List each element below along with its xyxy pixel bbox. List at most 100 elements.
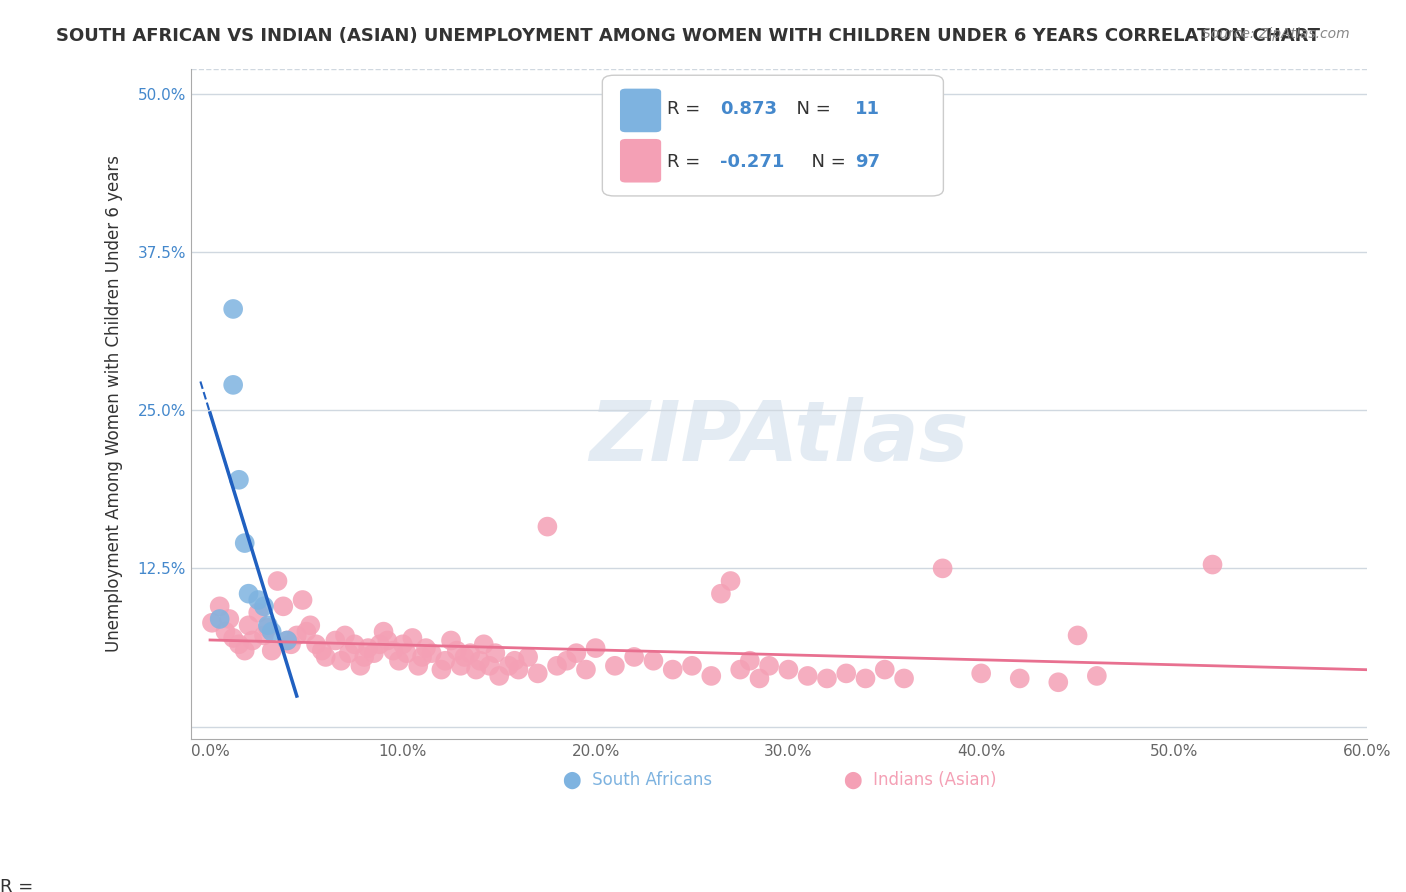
Point (368, 637, 391, 651)
Point (276, 633, 298, 648)
Point (546, 658, 568, 673)
Point (208, 599, 231, 614)
Point (498, 658, 520, 673)
Point (411, 649, 433, 664)
Point (738, 654, 761, 668)
Point (603, 658, 626, 673)
Point (472, 637, 495, 651)
Point (325, 633, 347, 648)
Point (643, 654, 665, 668)
Point (700, 669, 723, 683)
Point (555, 654, 578, 668)
Point (271, 599, 294, 614)
Text: R =: R = (666, 100, 706, 118)
Point (382, 643, 405, 657)
Point (228, 473, 250, 487)
Point (373, 624, 395, 639)
Point (468, 654, 491, 668)
Point (1008, 672, 1031, 686)
Point (253, 628, 276, 642)
Point (440, 633, 463, 648)
Text: SOUTH AFRICAN VS INDIAN (ASIAN) UNEMPLOYMENT AMONG WOMEN WITH CHILDREN UNDER 6 Y: SOUTH AFRICAN VS INDIAN (ASIAN) UNEMPLOY… (56, 27, 1320, 45)
Point (401, 631, 423, 645)
Point (330, 654, 353, 668)
Point (257, 621, 280, 635)
Point (893, 672, 915, 686)
Text: 0.873: 0.873 (720, 100, 778, 118)
Point (446, 643, 468, 657)
Point (536, 519, 558, 533)
Point (1085, 669, 1108, 683)
Point (228, 637, 250, 651)
Point (484, 646, 506, 660)
Point (201, 615, 224, 630)
Point (388, 654, 411, 668)
Y-axis label: Unemployment Among Women with Children Under 6 years: Unemployment Among Women with Children U… (105, 155, 124, 652)
Point (242, 633, 264, 648)
Text: N =: N = (785, 100, 837, 118)
Point (796, 669, 818, 683)
FancyBboxPatch shape (620, 139, 661, 183)
Text: 97: 97 (855, 153, 880, 171)
Point (778, 663, 800, 677)
Point (377, 633, 399, 648)
Point (728, 663, 751, 677)
Point (585, 641, 607, 656)
Point (247, 606, 270, 620)
Point (395, 646, 418, 660)
Point (260, 643, 283, 657)
Point (266, 574, 288, 588)
Text: ⬤  Indians (Asian): ⬤ Indians (Asian) (844, 771, 995, 789)
Point (575, 663, 598, 677)
Text: R =: R = (666, 153, 706, 171)
Text: ⬤  South Africans: ⬤ South Africans (562, 771, 713, 789)
Point (343, 637, 366, 651)
Point (222, 377, 245, 392)
Point (257, 618, 280, 632)
Point (276, 633, 298, 648)
Point (218, 612, 240, 626)
Point (233, 536, 256, 550)
Point (758, 658, 780, 673)
Point (873, 663, 896, 677)
Point (710, 587, 733, 601)
Point (503, 654, 526, 668)
Point (526, 666, 548, 681)
Point (391, 637, 413, 651)
Point (295, 624, 318, 639)
Point (238, 587, 260, 601)
Point (253, 599, 276, 614)
Point (311, 643, 333, 657)
Point (748, 672, 770, 686)
Point (363, 646, 385, 660)
FancyBboxPatch shape (602, 75, 943, 196)
Point (855, 672, 877, 686)
Text: 11: 11 (855, 100, 880, 118)
Point (299, 618, 322, 632)
Point (285, 628, 308, 642)
Point (222, 631, 245, 645)
Point (1047, 675, 1070, 690)
Point (931, 561, 953, 575)
Point (349, 658, 371, 673)
Point (420, 646, 443, 660)
Point (465, 663, 488, 677)
Point (565, 646, 588, 660)
Point (450, 658, 472, 673)
Point (222, 301, 245, 316)
Point (315, 649, 337, 664)
Point (508, 663, 530, 677)
Point (661, 663, 683, 677)
Point (835, 666, 858, 681)
Point (623, 649, 645, 664)
Text: R =: R = (0, 878, 39, 892)
Point (488, 669, 510, 683)
FancyBboxPatch shape (620, 88, 661, 132)
Text: -0.271: -0.271 (720, 153, 785, 171)
Point (1066, 628, 1088, 642)
Point (214, 624, 236, 639)
Point (434, 654, 457, 668)
Point (970, 666, 993, 681)
Point (233, 643, 256, 657)
Point (1201, 558, 1223, 572)
